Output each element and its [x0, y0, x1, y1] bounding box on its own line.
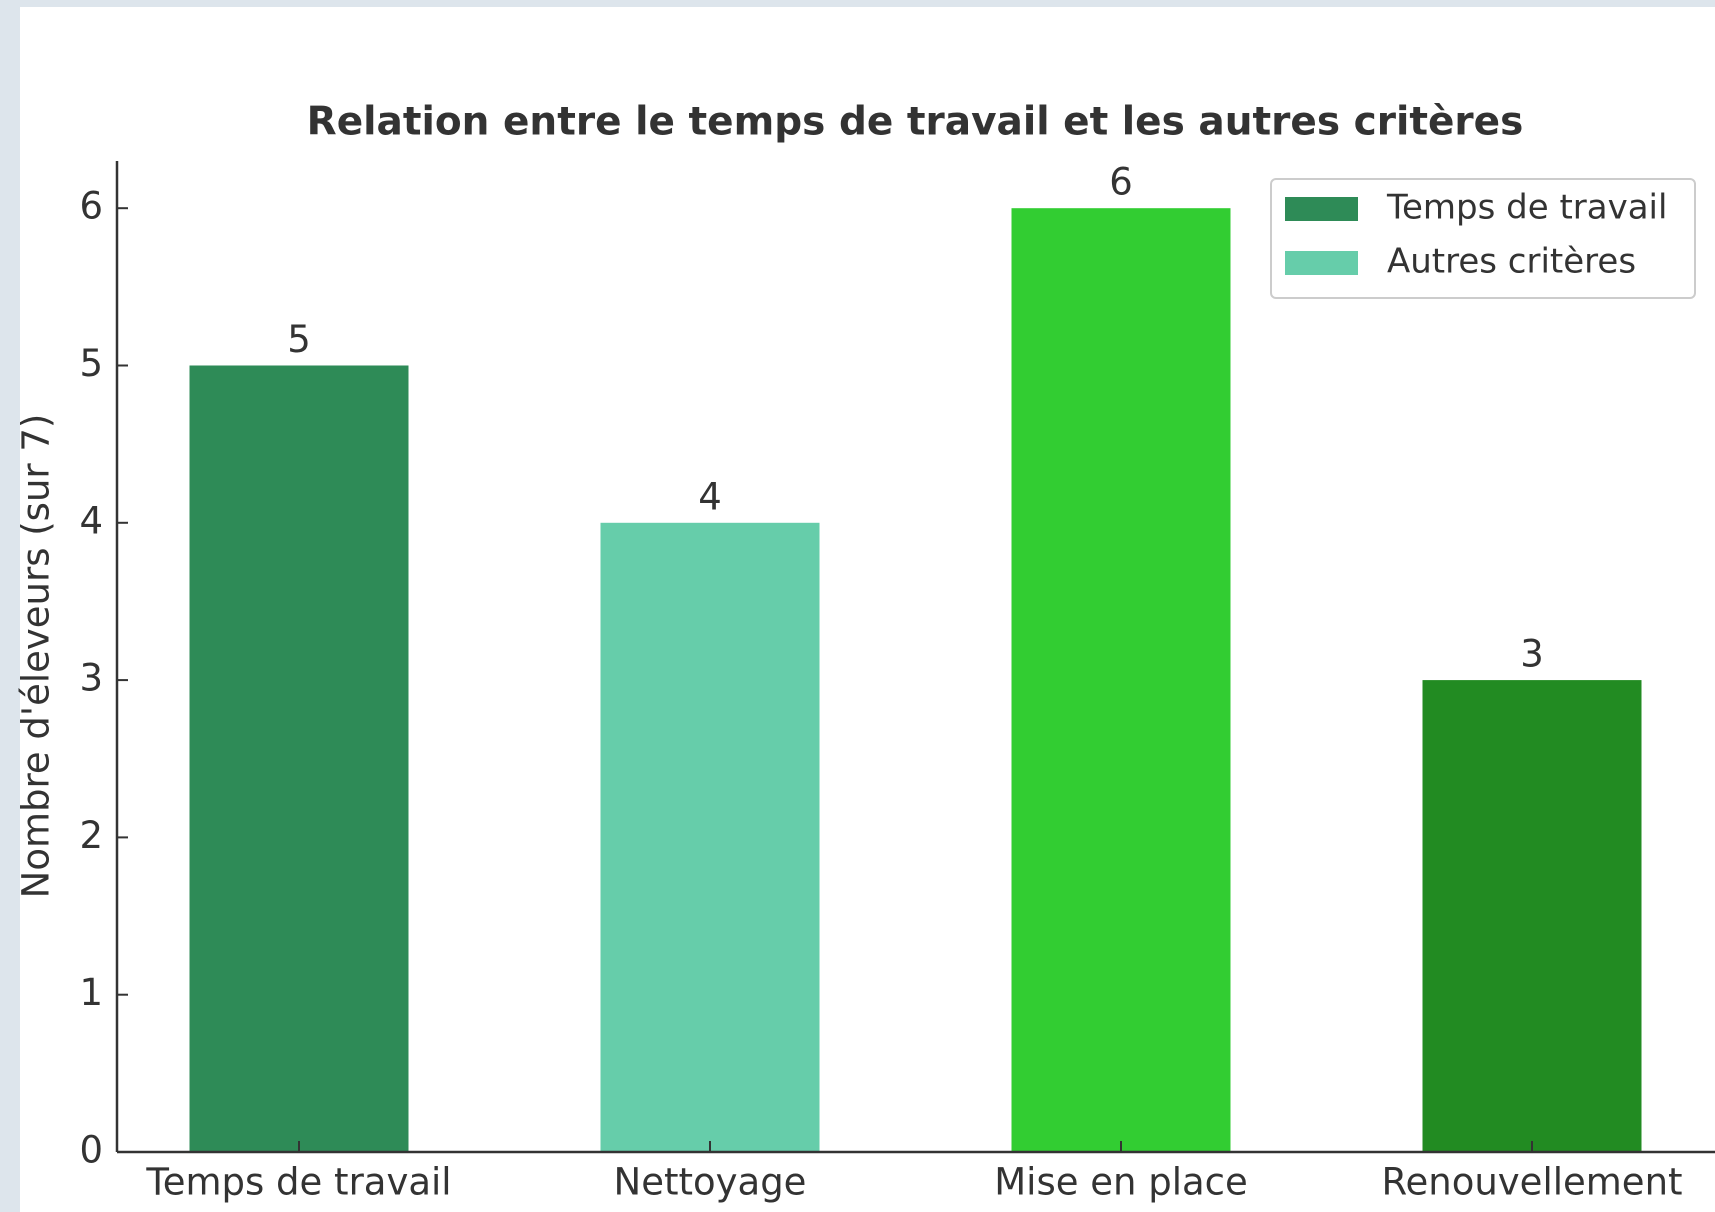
value-label: 3 [1520, 633, 1544, 676]
y-tick-label: 5 [79, 342, 103, 385]
y-tick-label: 0 [79, 1129, 103, 1172]
y-tick-label: 1 [79, 971, 103, 1014]
bar [600, 522, 820, 1152]
legend-swatch [1285, 197, 1358, 221]
bar [1422, 680, 1642, 1152]
bar [189, 365, 409, 1152]
legend-label: Temps de travail [1386, 188, 1667, 228]
y-tick-label: 3 [79, 657, 103, 700]
y-tick-label: 2 [79, 814, 103, 857]
bar [1011, 208, 1231, 1152]
y-tick-label: 4 [79, 499, 103, 542]
value-label: 6 [1109, 161, 1133, 204]
y-axis-label: Nombre d'éleveurs (sur 7) [15, 414, 58, 899]
y-tick-label: 6 [79, 185, 103, 228]
value-label: 5 [287, 318, 311, 361]
value-label: 4 [698, 475, 722, 518]
legend-swatch [1285, 251, 1358, 275]
chart-title: Relation entre le temps de travail et le… [307, 100, 1524, 145]
legend-label: Autres critères [1387, 242, 1636, 282]
x-tick-label: Temps de travail [145, 1161, 451, 1204]
x-tick-label: Mise en place [994, 1161, 1248, 1204]
legend-box [1270, 178, 1696, 299]
x-tick-label: Nettoyage [614, 1161, 807, 1204]
x-tick-label: Renouvellement [1381, 1161, 1682, 1204]
